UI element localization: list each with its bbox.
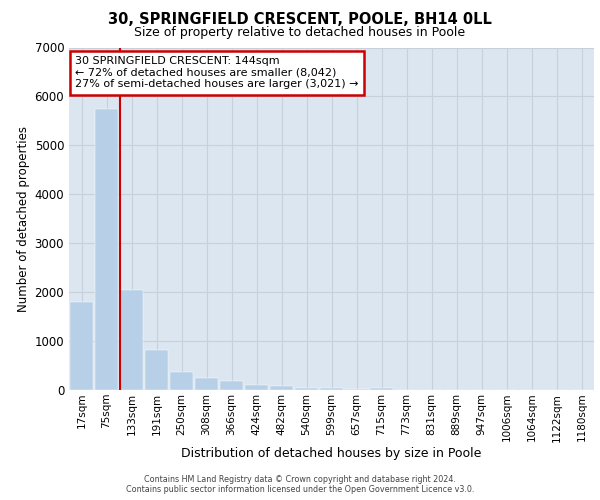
Bar [170,372,193,390]
Text: 30 SPRINGFIELD CRESCENT: 144sqm
← 72% of detached houses are smaller (8,042)
27%: 30 SPRINGFIELD CRESCENT: 144sqm ← 72% of… [76,56,359,90]
Bar [295,388,318,390]
Bar [345,388,368,390]
Text: 30, SPRINGFIELD CRESCENT, POOLE, BH14 0LL: 30, SPRINGFIELD CRESCENT, POOLE, BH14 0L… [108,12,492,28]
Bar [320,388,343,390]
Bar [370,388,393,390]
Bar [145,350,168,390]
Y-axis label: Number of detached properties: Number of detached properties [17,126,31,312]
Bar [120,290,143,390]
Bar [220,382,243,390]
Bar [245,385,268,390]
Text: Size of property relative to detached houses in Poole: Size of property relative to detached ho… [134,26,466,39]
Bar [270,386,293,390]
Bar [195,378,218,390]
X-axis label: Distribution of detached houses by size in Poole: Distribution of detached houses by size … [181,447,482,460]
Text: Contains HM Land Registry data © Crown copyright and database right 2024.
Contai: Contains HM Land Registry data © Crown c… [126,474,474,494]
Bar [70,302,93,390]
Bar [95,108,118,390]
